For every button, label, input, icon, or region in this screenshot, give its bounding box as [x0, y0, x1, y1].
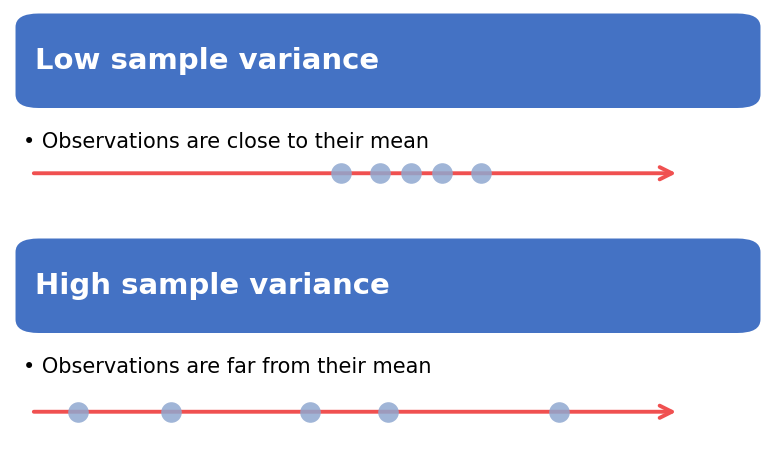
Point: [436, 170, 449, 177]
Point: [71, 408, 84, 415]
FancyBboxPatch shape: [16, 238, 760, 333]
Point: [165, 408, 177, 415]
Text: • Observations are far from their mean: • Observations are far from their mean: [23, 357, 431, 377]
Text: • Observations are close to their mean: • Observations are close to their mean: [23, 132, 429, 152]
Point: [335, 170, 348, 177]
Point: [475, 170, 487, 177]
Text: Low sample variance: Low sample variance: [35, 47, 379, 75]
Point: [374, 170, 386, 177]
Text: High sample variance: High sample variance: [35, 272, 390, 300]
Point: [405, 170, 417, 177]
Point: [553, 408, 565, 415]
Point: [382, 408, 394, 415]
Point: [304, 408, 317, 415]
FancyBboxPatch shape: [16, 14, 760, 108]
